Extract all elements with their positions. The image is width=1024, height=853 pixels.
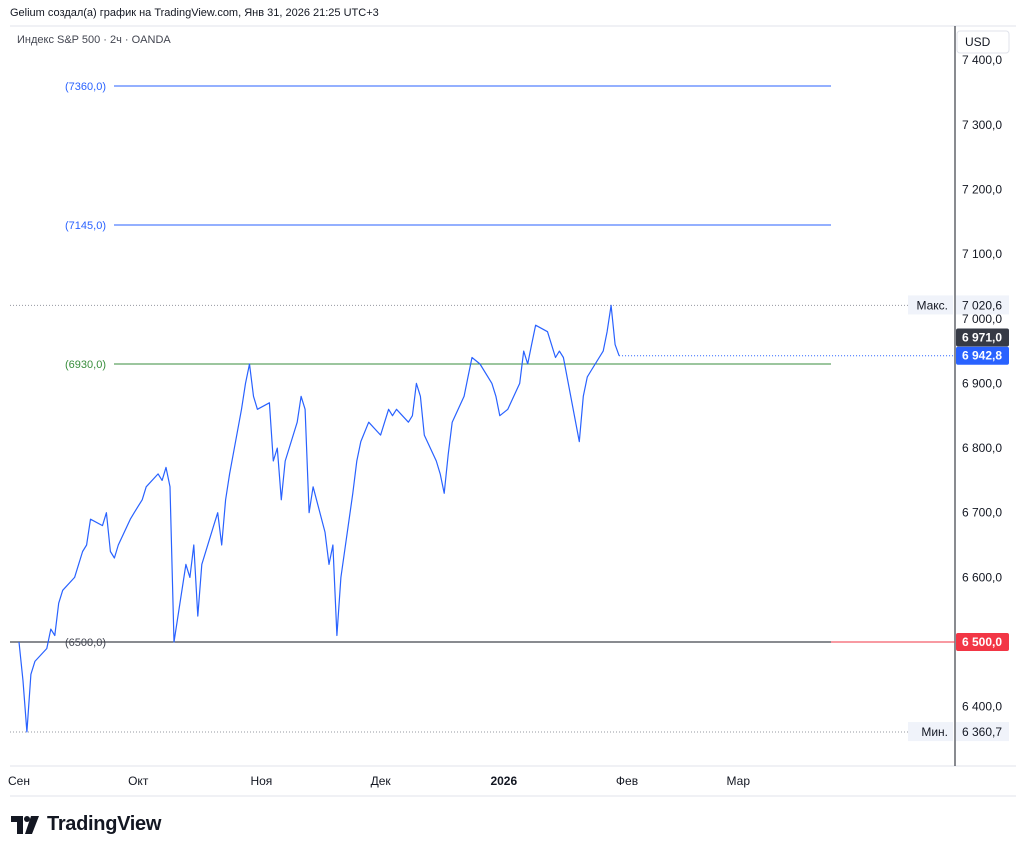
price-tick-label: 7 000,0 bbox=[962, 312, 1002, 326]
max-label-box bbox=[908, 295, 953, 315]
time-tick-label: Дек bbox=[371, 774, 392, 788]
currency-badge-box bbox=[956, 30, 1010, 54]
time-tick-label: Ноя bbox=[250, 774, 272, 788]
price-tag bbox=[956, 328, 1009, 347]
min-value-box bbox=[956, 722, 1009, 742]
horizontal-levels: (7360,0) (7145,0) (6930,0) (6500,0) 6 500,0 bbox=[10, 81, 1009, 651]
price-axis[interactable]: 6 400,0 6 500,0 6 600,0 6 700,0 6 800,0 6 900… bbox=[962, 53, 1002, 714]
level-price-tag-label: 6 500,0 bbox=[962, 635, 1002, 649]
time-tick-label: 2026 bbox=[490, 774, 517, 788]
price-tick-label: 6 700,0 bbox=[962, 506, 1002, 520]
max-label: Макс. bbox=[916, 298, 948, 312]
price-line bbox=[18, 304, 620, 733]
max-value-box bbox=[956, 295, 1009, 315]
min-label: Мин. bbox=[921, 725, 948, 739]
time-tick-label: Фев bbox=[616, 774, 638, 788]
currency-badge[interactable]: USD bbox=[956, 30, 1010, 54]
price-tick-label: 6 800,0 bbox=[962, 441, 1002, 455]
level-label: (6500,0) bbox=[65, 637, 106, 649]
price-tick-label: 7 100,0 bbox=[962, 247, 1002, 261]
time-tick-label: Мар bbox=[727, 774, 751, 788]
min-label-box bbox=[908, 722, 953, 742]
price-tick-label: 6 900,0 bbox=[962, 376, 1002, 390]
level-price-tag bbox=[956, 633, 1009, 651]
level-label: (6930,0) bbox=[65, 359, 106, 371]
min-value: 6 360,7 bbox=[962, 725, 1002, 739]
price-series bbox=[18, 304, 955, 733]
max-value: 7 020,6 bbox=[962, 298, 1002, 312]
price-tick-label: 6 400,0 bbox=[962, 700, 1002, 714]
plot-frame bbox=[10, 25, 1016, 797]
price-tag-label: 6 971,0 bbox=[962, 330, 1002, 344]
symbol-legend[interactable]: Индекс S&P 500 · 2ч · OANDA bbox=[17, 34, 171, 46]
price-tick-label: 7 400,0 bbox=[962, 53, 1002, 67]
price-tick-label: 6 600,0 bbox=[962, 570, 1002, 584]
tradingview-logo-text: TradingView bbox=[47, 813, 162, 835]
price-tick-label: 7 200,0 bbox=[962, 182, 1002, 196]
price-tags: 6 971,0 6 942,8 bbox=[956, 328, 1009, 365]
price-tag-label: 6 942,8 bbox=[962, 349, 1002, 363]
level-label: (7145,0) bbox=[65, 220, 106, 232]
price-tag bbox=[956, 346, 1009, 365]
time-tick-label: Сен bbox=[8, 774, 30, 788]
extreme-markers: Макс. 7 020,6 Мин. 6 360,7 bbox=[10, 295, 1009, 742]
currency-label: USD bbox=[965, 35, 991, 49]
tradingview-logo[interactable]: TradingView bbox=[11, 813, 161, 836]
tradingview-logo-icon bbox=[11, 815, 39, 834]
level-label: (7360,0) bbox=[65, 81, 106, 93]
time-tick-label: Окт bbox=[128, 774, 149, 788]
chart-attribution: Gelium создал(а) график на TradingView.c… bbox=[10, 7, 379, 19]
time-axis[interactable]: Сен Окт Ноя Дек 2026 Фев Мар bbox=[8, 774, 750, 788]
price-tick-label: 7 300,0 bbox=[962, 118, 1002, 132]
